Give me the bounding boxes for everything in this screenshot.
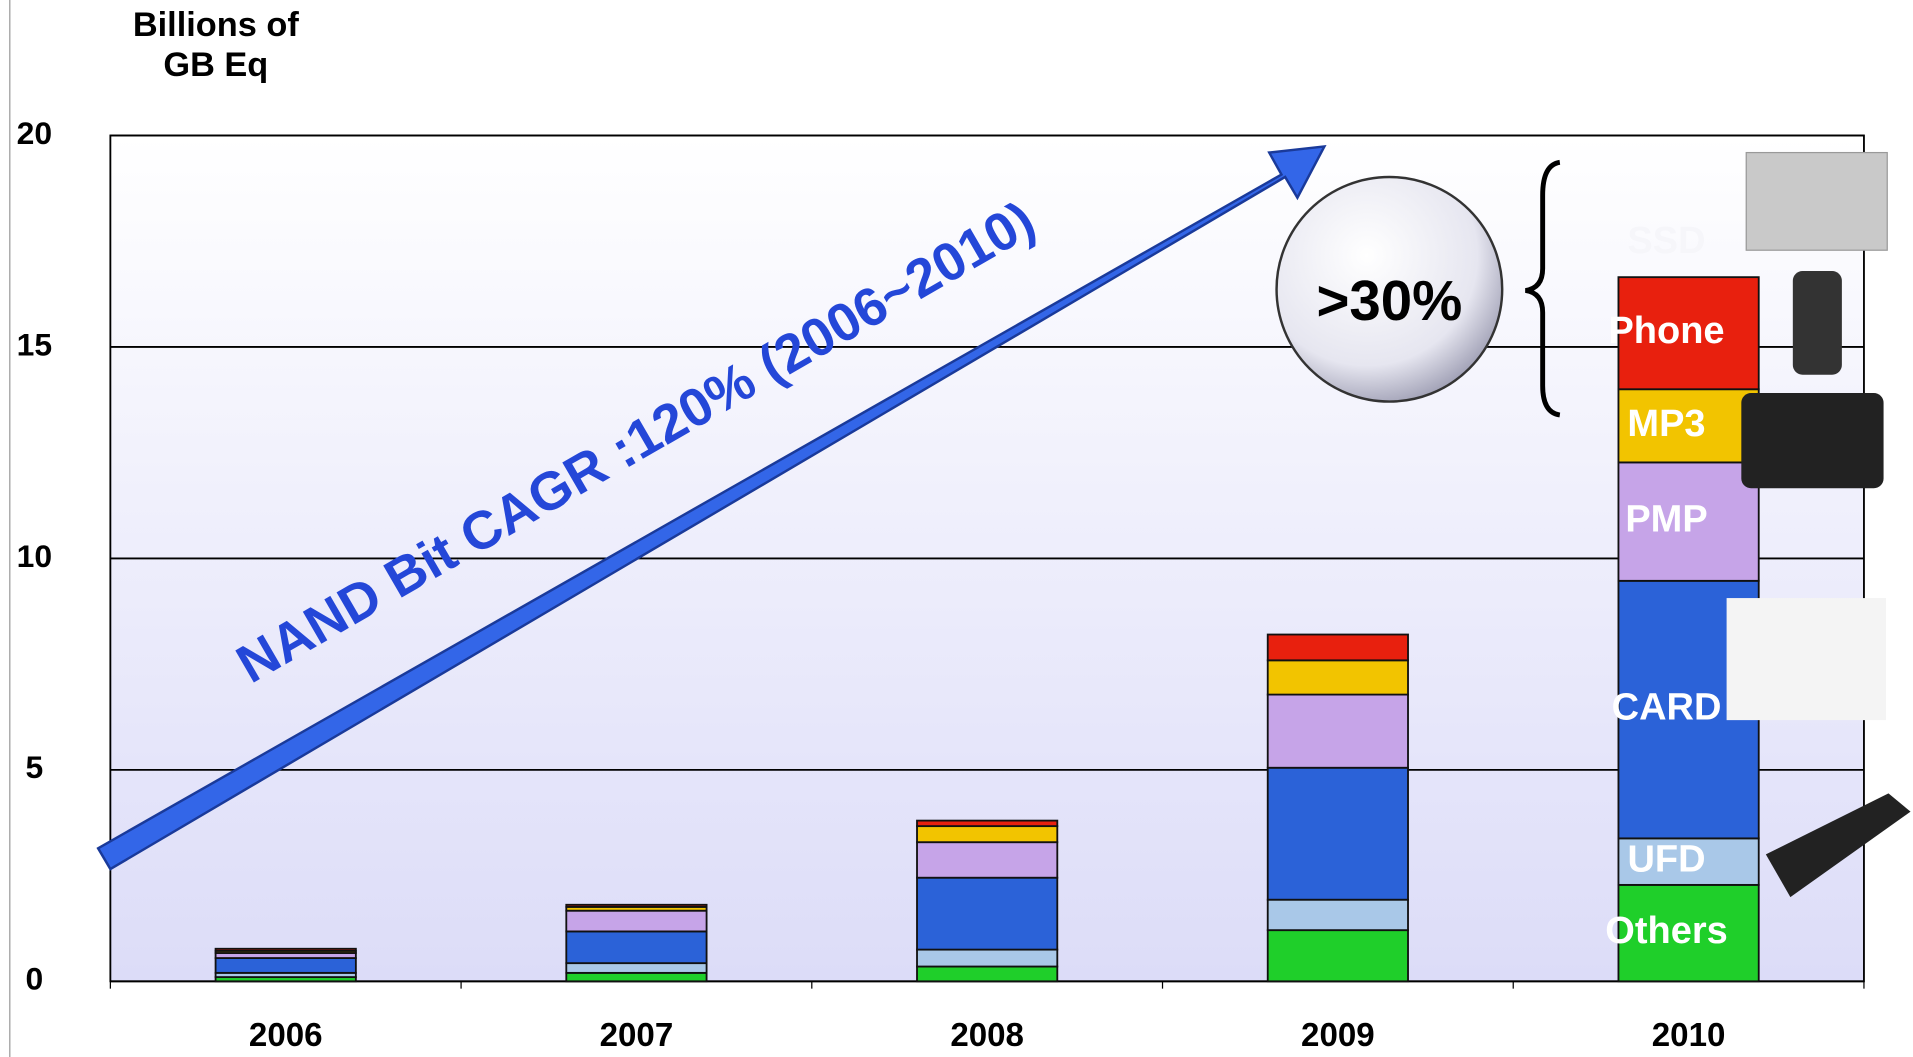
bar-segment <box>1617 276 1760 391</box>
y-axis-label: Billions of <box>133 6 300 44</box>
bar-segment <box>214 957 357 974</box>
bar-segment <box>565 962 708 974</box>
y-tick-label: 0 <box>25 961 43 997</box>
series-label: Phone <box>1608 310 1724 352</box>
bar-segment <box>565 930 708 965</box>
series-label: MP3 <box>1627 403 1705 445</box>
bar-segment <box>1617 837 1760 886</box>
y-tick-label: 5 <box>25 749 43 785</box>
ssd-image <box>1745 151 1888 251</box>
series-label: UFD <box>1627 839 1705 881</box>
bar-segment <box>916 948 1059 968</box>
bar-segment <box>916 825 1059 844</box>
x-tick-label: 2007 <box>600 1016 674 1053</box>
phone-image <box>1792 270 1842 375</box>
bar-segment <box>1266 929 1409 983</box>
pmp-image <box>1741 393 1884 489</box>
bar-segment <box>565 909 708 933</box>
series-label: Others <box>1605 910 1727 952</box>
x-tick-label: 2006 <box>249 1016 323 1053</box>
brace <box>1525 159 1561 418</box>
cagr-arrow <box>96 144 1327 871</box>
x-tick-label: 2010 <box>1652 1016 1726 1053</box>
y-tick-label: 10 <box>17 538 52 574</box>
bar-segment <box>1266 766 1409 901</box>
x-tick-label: 2009 <box>1301 1016 1375 1053</box>
series-label: CARD <box>1612 687 1722 729</box>
ufd-image <box>1765 793 1911 898</box>
bar-segment <box>214 947 357 952</box>
bar-segment <box>1266 633 1409 662</box>
bar-segment <box>565 971 708 983</box>
y-tick-label: 20 <box>17 115 52 151</box>
bar-segment <box>1617 883 1760 983</box>
series-label: PMP <box>1625 499 1707 541</box>
bar-segment <box>1266 898 1409 932</box>
bar-segment <box>1266 659 1409 696</box>
ssd-label: SSD <box>1627 220 1705 262</box>
bar-segment <box>1266 693 1409 769</box>
card-image <box>1726 598 1887 721</box>
bubble <box>1275 175 1504 403</box>
bar-segment <box>565 903 708 908</box>
y-axis-label: GB Eq <box>163 46 268 84</box>
bar-segment <box>1617 461 1760 582</box>
y-tick-label: 15 <box>17 326 52 362</box>
bar-segment <box>916 876 1059 951</box>
bar-segment <box>916 965 1059 983</box>
share-label: >30% <box>1316 269 1462 332</box>
bar-segment <box>916 841 1059 879</box>
x-tick-label: 2008 <box>950 1016 1024 1053</box>
bar-segment <box>916 819 1059 828</box>
